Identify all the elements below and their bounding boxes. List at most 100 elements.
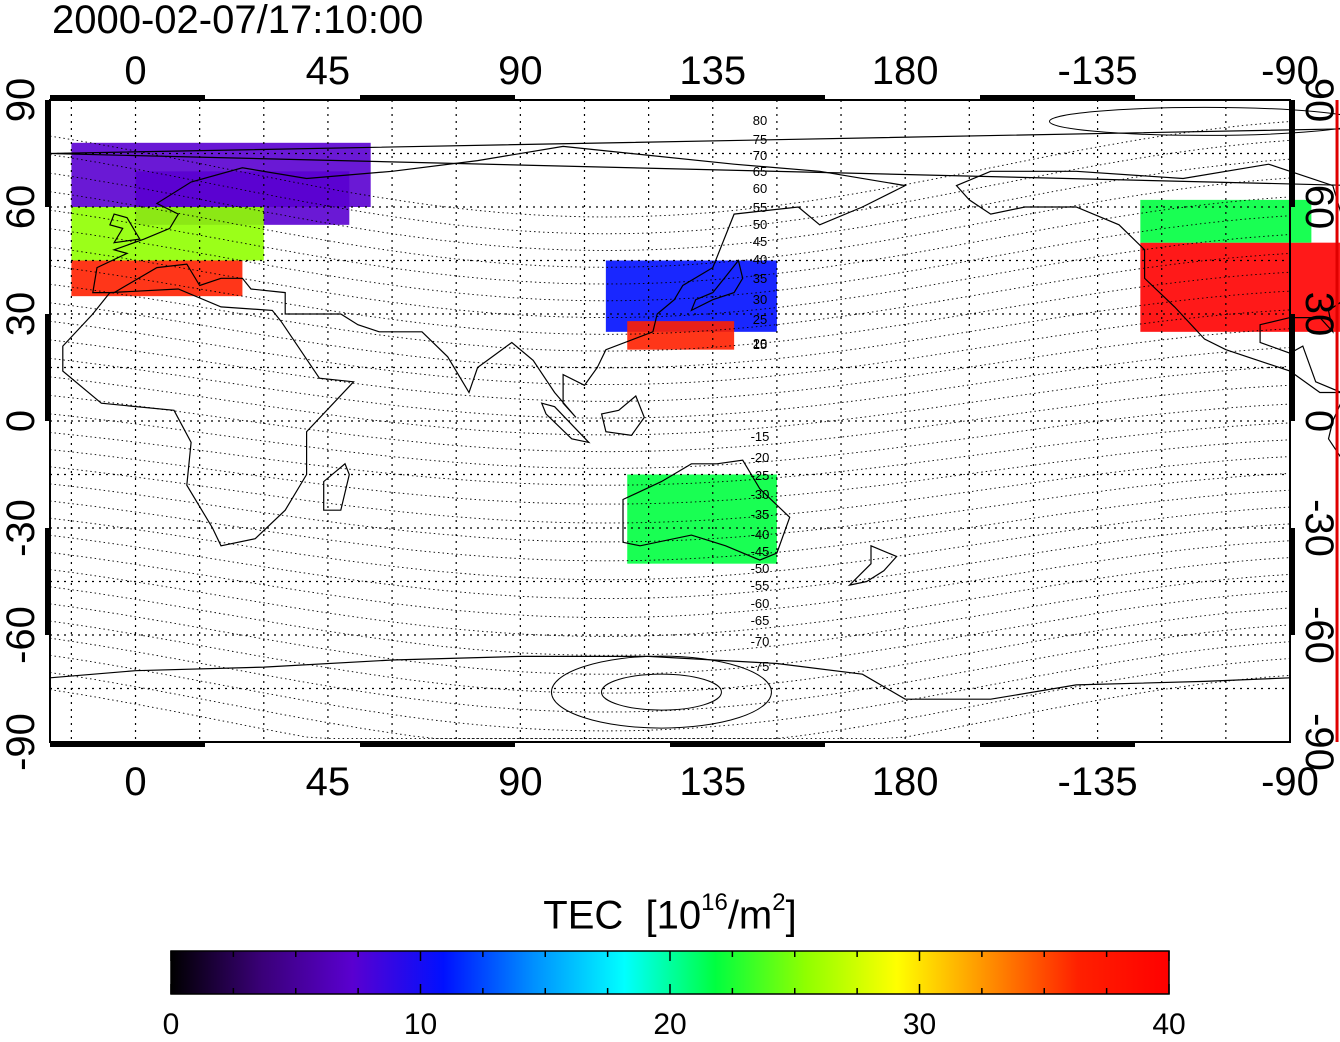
- mag-lat-label-south: -70: [751, 634, 770, 649]
- coast-antarctica: [49, 655, 1291, 700]
- mag-lat-label-south: -50: [751, 561, 770, 576]
- lat-lon-grid: [50, 100, 1290, 742]
- colorbar-unit-mid: /m: [727, 893, 773, 938]
- y-tick-label-left: 90: [0, 78, 43, 123]
- mag-contour: [49, 489, 1291, 562]
- tec-region-2: [71, 207, 264, 261]
- mag-contour: [49, 523, 1291, 600]
- mag-contour: [49, 624, 1291, 713]
- mag-contour-pole-south-inner: [600, 673, 722, 711]
- y-tick-label-left: -60: [0, 606, 43, 664]
- mag-lat-label-north: 40: [753, 252, 767, 267]
- frame-segment-right: [1290, 528, 1295, 635]
- tec-region-4: [605, 260, 777, 332]
- mag-lat-label-north: 30: [753, 292, 767, 307]
- mag-lat-label-south: -55: [751, 578, 770, 593]
- y-tick-label-right: 0: [1297, 410, 1340, 432]
- x-tick-label-bottom: 180: [872, 760, 939, 804]
- y-tick-label-left: 30: [0, 292, 43, 337]
- mag-contour: [49, 658, 1291, 739]
- tec-region-3: [71, 260, 243, 297]
- mag-contour: [49, 456, 1291, 524]
- mag-contour: [49, 309, 1291, 386]
- mag-lat-label-north: 15: [753, 337, 767, 352]
- map-title: 2000-02-07/17:10:00: [52, 0, 424, 42]
- mag-contour: [49, 365, 1291, 436]
- mag-contour: [49, 121, 1291, 218]
- frame-segment-top: [670, 95, 825, 100]
- map-frame: [45, 95, 1295, 747]
- mag-contour: [49, 403, 1291, 469]
- mag-lat-label-south: -35: [751, 507, 770, 522]
- mag-contour: [49, 557, 1291, 637]
- y-tick-label-right: -30: [1297, 499, 1340, 557]
- coast-madagascar: [323, 462, 350, 511]
- magnetic-latitude-contours: [49, 106, 1340, 739]
- mag-lat-label-south: -45: [751, 544, 770, 559]
- mag-lat-label-north: 35: [753, 271, 767, 286]
- mag-lat-label-south: -30: [751, 487, 770, 502]
- mag-lat-label-north: 60: [753, 181, 767, 196]
- coast-new-zealand: [847, 544, 898, 587]
- y-tick-label-left: -90: [0, 713, 43, 771]
- mag-lat-label-south: -75: [751, 659, 770, 674]
- mag-contour: [49, 158, 1291, 251]
- colorbar-tick-label: 10: [403, 1008, 438, 1041]
- mag-contour: [49, 590, 1291, 675]
- mag-contour-pole-north: [1049, 106, 1340, 136]
- x-tick-label-top: 135: [679, 49, 746, 93]
- y-tick-label-left: 0: [0, 410, 43, 432]
- y-tick-label-right: 90: [1297, 78, 1340, 123]
- x-tick-label-top: 0: [124, 49, 146, 93]
- colorbar-tick-label: 0: [162, 1008, 180, 1041]
- mag-contour: [49, 384, 1291, 453]
- mag-lat-label-north: 80: [753, 113, 767, 128]
- colorbar-unit-base: [10: [645, 893, 702, 938]
- coast-japan: [690, 259, 744, 312]
- y-tick-label-right: 60: [1297, 185, 1340, 230]
- frame-segment-left: [45, 528, 50, 635]
- mag-contour: [49, 439, 1291, 505]
- mag-lat-label-north: 20: [753, 336, 767, 351]
- frame-segment-top: [360, 95, 515, 100]
- x-tick-label-bottom: 135: [679, 760, 746, 804]
- colorbar-tick-label: 30: [902, 1008, 937, 1041]
- mag-lat-label-north: 25: [753, 312, 767, 327]
- x-tick-label-top: 90: [498, 49, 543, 93]
- frame-segment-left: [45, 100, 50, 207]
- mag-lat-label-north: 45: [753, 234, 767, 249]
- mag-lat-label-north: 55: [753, 200, 767, 215]
- mag-contour: [49, 196, 1291, 285]
- mag-contour: [49, 177, 1291, 268]
- coast-britain: [109, 213, 141, 244]
- coast-sumatra: [540, 402, 591, 444]
- frame-segment-bottom: [980, 742, 1135, 747]
- mag-contour: [49, 328, 1291, 402]
- coast-africa: [62, 288, 355, 547]
- mag-lat-label-north: 65: [753, 164, 767, 179]
- x-tick-label-bottom: 45: [306, 760, 351, 804]
- frame-segment-bottom: [360, 742, 515, 747]
- x-tick-label-top: 45: [306, 49, 351, 93]
- y-tick-label-right: -90: [1297, 713, 1340, 771]
- mag-lat-label-north: 50: [753, 217, 767, 232]
- y-tick-label-right: -60: [1297, 606, 1340, 664]
- colorbar-unit-end: ]: [785, 893, 797, 938]
- mag-contour-pole-south-outer: [550, 655, 772, 729]
- colorbar-unit-exponent2: 2: [772, 889, 786, 916]
- mag-contour: [49, 139, 1291, 235]
- colorbar-title: TEC [1016/m2]: [0, 889, 1340, 938]
- mag-lat-label-south: -20: [751, 450, 770, 465]
- colorbar-unit-exponent: 16: [701, 889, 728, 916]
- mag-lat-label-south: -40: [751, 527, 770, 542]
- x-tick-label-top: -90: [1261, 49, 1319, 93]
- mag-lat-label-south: -15: [751, 429, 770, 444]
- frame-segment-top: [980, 95, 1135, 100]
- x-tick-label-bottom: -135: [1058, 760, 1138, 804]
- x-tick-label-top: -135: [1058, 49, 1138, 93]
- y-tick-label-right: 30: [1297, 292, 1340, 337]
- mag-contour: [49, 573, 1291, 656]
- mag-contour: [49, 607, 1291, 694]
